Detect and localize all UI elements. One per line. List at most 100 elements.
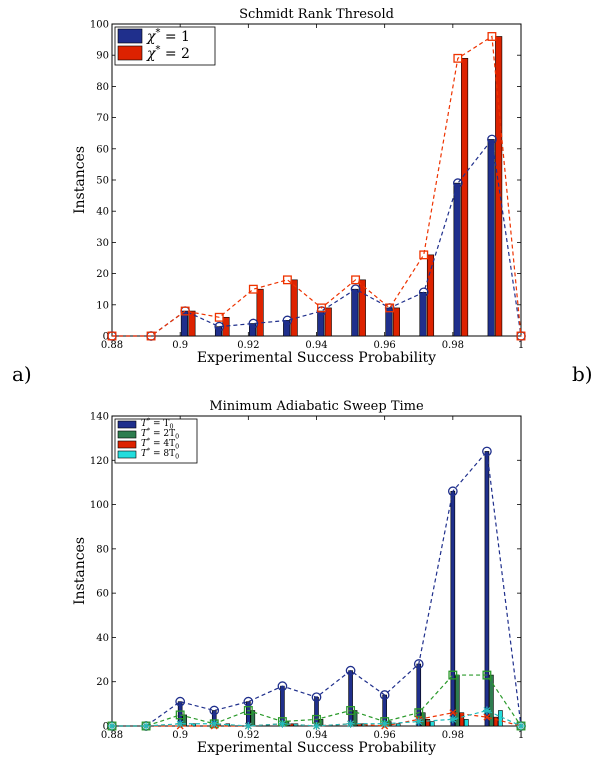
data-point xyxy=(346,719,355,728)
bar xyxy=(249,323,257,337)
data-point xyxy=(244,722,253,730)
data-point xyxy=(447,486,458,497)
data-point xyxy=(210,719,219,728)
data-point xyxy=(278,719,287,728)
bar xyxy=(464,719,469,727)
bar xyxy=(484,451,490,727)
bar xyxy=(419,292,427,337)
legend-label: T* = 2T0 xyxy=(141,427,179,440)
x-tick-label: 1 xyxy=(518,340,524,351)
legend: χ* = 1χ* = 2 xyxy=(114,26,216,66)
data-point xyxy=(517,722,525,730)
x-tick-label: 0.94 xyxy=(305,730,327,741)
chart-a: Schmidt Rank Thresold 0 10 20 30 40 50 60 70 80 90… xyxy=(72,7,526,366)
y-tick-label: 100 xyxy=(90,500,109,511)
legend-swatch xyxy=(117,28,143,44)
bar xyxy=(429,721,435,727)
data-point xyxy=(448,715,457,724)
y-tick-label: 10 xyxy=(96,300,109,311)
legend-label: χ* = 1 xyxy=(146,27,190,45)
data-point xyxy=(482,446,492,457)
bar xyxy=(459,712,465,727)
series-line xyxy=(112,35,522,337)
series-line xyxy=(112,674,522,727)
bar xyxy=(493,716,499,727)
y-tick-label: 80 xyxy=(96,82,109,93)
legend-label: χ* = 2 xyxy=(146,44,190,62)
data-point xyxy=(282,275,292,285)
bar xyxy=(453,182,461,337)
data-point xyxy=(385,303,395,313)
y-tick-label: 60 xyxy=(96,144,109,155)
series-line xyxy=(112,450,522,727)
panel-label-b: b) xyxy=(572,362,593,386)
y-tick-label: 120 xyxy=(90,456,109,467)
data-point xyxy=(312,722,321,730)
data-point xyxy=(243,706,253,715)
data-point xyxy=(243,696,254,707)
data-point xyxy=(351,275,361,285)
bar xyxy=(348,670,353,727)
x-tick-label: 0.88 xyxy=(101,730,123,741)
legend-label: T* = 8T0 xyxy=(141,447,179,460)
x-tick-label: 0.98 xyxy=(442,340,464,351)
y-tick-label: 70 xyxy=(96,113,109,124)
data-point xyxy=(346,706,356,715)
bar xyxy=(188,310,196,337)
legend-swatch xyxy=(117,440,137,449)
y-tick-label: 100 xyxy=(90,20,109,31)
data-point xyxy=(483,713,491,721)
data-point xyxy=(214,321,225,332)
x-tick-label: 0.96 xyxy=(374,340,396,351)
data-point xyxy=(380,719,389,728)
data-point xyxy=(453,53,463,63)
data-point xyxy=(282,315,293,326)
legend-swatch xyxy=(117,430,137,439)
y-tick-label: 50 xyxy=(96,176,109,187)
data-point xyxy=(317,303,326,313)
data-point xyxy=(180,306,190,316)
y-tick-label: 20 xyxy=(96,677,109,688)
legend-swatch xyxy=(117,420,137,429)
data-point xyxy=(487,134,497,145)
bar xyxy=(289,723,294,727)
y-tick-label: 0 xyxy=(103,332,109,343)
y-tick-label: 60 xyxy=(96,589,109,600)
data-point xyxy=(452,178,463,188)
data-point xyxy=(214,312,224,322)
data-point xyxy=(482,706,491,715)
bar xyxy=(487,139,495,337)
data-point xyxy=(414,708,424,718)
data-point xyxy=(175,710,185,720)
data-point xyxy=(107,331,117,341)
y-tick-label: 80 xyxy=(96,544,109,555)
legend-label: T* = 4T0 xyxy=(141,437,179,450)
x-tick-label: 0.92 xyxy=(237,340,259,351)
chart-title: Schmidt Rank Thresold xyxy=(239,7,394,22)
x-tick-label: 0.9 xyxy=(172,730,188,741)
x-axis-label: Experimental Success Probability xyxy=(197,740,436,756)
bar xyxy=(498,710,503,727)
bar xyxy=(461,58,469,337)
data-point xyxy=(248,284,258,294)
data-point xyxy=(248,318,259,329)
bar xyxy=(395,723,401,727)
bar xyxy=(351,288,359,337)
y-tick-label: 30 xyxy=(96,238,109,249)
x-tick-label: 1 xyxy=(518,730,524,741)
bar xyxy=(425,719,431,727)
data-point xyxy=(142,722,151,730)
data-point xyxy=(487,32,497,41)
bar xyxy=(256,288,264,337)
legend-swatch xyxy=(117,45,143,61)
legend-label: T* = T0 xyxy=(141,417,173,430)
x-tick-label: 0.88 xyxy=(101,340,123,351)
data-point xyxy=(209,705,220,716)
chart-title: Minimum Adiabatic Sweep Time xyxy=(209,399,424,414)
bar xyxy=(450,490,456,727)
x-tick-label: 0.94 xyxy=(305,340,327,351)
bar xyxy=(317,310,325,337)
data-point xyxy=(516,331,526,341)
